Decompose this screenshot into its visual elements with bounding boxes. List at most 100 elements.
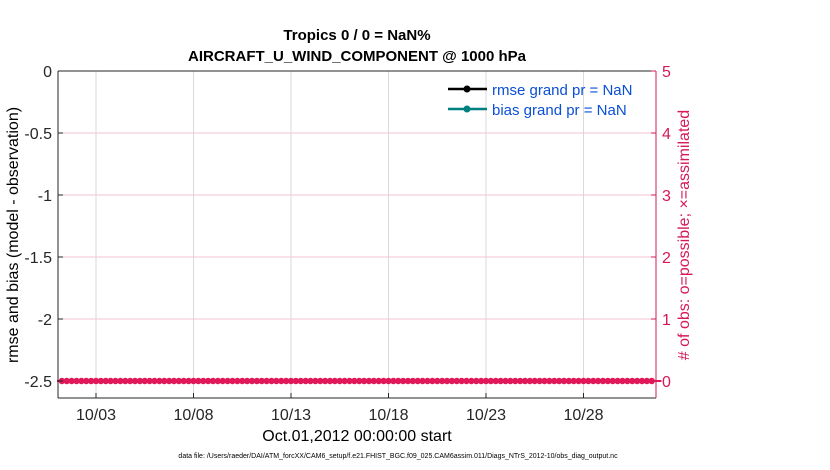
obs-count-marker [175, 377, 183, 385]
obs-count-marker [414, 377, 421, 385]
y-left-tick-label: -2.5 [24, 374, 52, 391]
obs-count-marker [131, 377, 139, 385]
obs-count-marker [531, 377, 538, 385]
obs-count-marker [487, 377, 495, 385]
obs-count-marker [424, 377, 431, 385]
obs-count-marker [136, 377, 144, 385]
obs-count-marker [385, 377, 392, 385]
obs-count-marker [453, 377, 460, 385]
x-tick-label: 10/08 [173, 407, 213, 424]
obs-count-marker [443, 377, 451, 385]
obs-count-marker [185, 377, 192, 385]
obs-count-marker [551, 377, 558, 385]
obs-count-marker [399, 377, 407, 385]
obs-count-marker [112, 377, 119, 385]
legend-bias-label: bias grand pr = NaN [492, 102, 627, 119]
obs-count-marker [63, 377, 70, 385]
obs-count-marker [297, 377, 304, 385]
obs-count-marker [604, 377, 612, 385]
obs-count-marker [614, 377, 621, 385]
obs-count-marker [263, 377, 270, 385]
obs-count-marker [390, 377, 397, 385]
y-right-tick-label: 5 [662, 64, 671, 81]
obs-count-marker [234, 377, 241, 385]
x-tick-label: 10/13 [271, 407, 311, 424]
obs-count-marker [102, 377, 109, 385]
obs-count-marker [555, 377, 563, 385]
obs-count-marker [122, 377, 129, 385]
obs-count-marker [224, 377, 231, 385]
obs-count-marker [214, 377, 222, 385]
obs-count-marker [536, 377, 543, 385]
obs-count-marker [404, 377, 412, 385]
y-axis-right-label: # of obs: o=possible; ×=assimilated [676, 110, 693, 360]
obs-count-marker [268, 377, 275, 385]
obs-count-marker [585, 377, 592, 385]
obs-count-marker [151, 377, 158, 385]
obs-count-marker [146, 377, 153, 385]
obs-count-marker [575, 377, 582, 385]
footer-data-file: data file: /Users/raeder/DAI/ATM_forcXX/… [178, 453, 618, 460]
obs-count-marker [594, 377, 602, 385]
obs-count-marker [458, 377, 465, 385]
legend: rmse grand pr = NaN bias grand pr = NaN [448, 82, 632, 119]
obs-count-marker [375, 377, 382, 385]
obs-count-marker [512, 377, 519, 385]
obs-count-marker [273, 377, 280, 385]
obs-count-marker [609, 377, 616, 385]
y-left-tick-label: -2 [38, 312, 52, 329]
obs-count-marker [302, 377, 309, 385]
y-right-tick-label: 3 [662, 188, 671, 205]
obs-count-marker [180, 377, 187, 385]
obs-count-marker [92, 377, 100, 385]
obs-count-marker [346, 377, 353, 385]
obs-count-marker [365, 377, 373, 385]
obs-count-marker [73, 377, 80, 385]
obs-count-marker [356, 377, 363, 385]
obs-count-marker [87, 377, 95, 385]
obs-count-marker [161, 377, 168, 385]
obs-count-marker [419, 377, 426, 385]
obs-count-marker [629, 377, 636, 385]
obs-count-marker [395, 377, 402, 385]
y-left-tick-label: 0 [43, 64, 52, 81]
obs-count-marker [141, 377, 148, 385]
x-tick-label: 10/18 [368, 407, 408, 424]
obs-count-marker [633, 377, 641, 385]
obs-count-marker [229, 377, 236, 385]
x-axis-label: Oct.01,2012 00:00:00 start [262, 428, 452, 445]
obs-count-marker [78, 377, 85, 385]
obs-count-marker [638, 377, 646, 385]
obs-count-marker [526, 377, 534, 385]
obs-count-marker [546, 377, 553, 385]
x-tick-label: 10/23 [466, 407, 506, 424]
x-tick-label: 10/28 [563, 407, 603, 424]
obs-count-marker [468, 377, 475, 385]
obs-count-marker [497, 377, 504, 385]
obs-count-marker [258, 377, 265, 385]
obs-count-marker [195, 377, 202, 385]
y-right-tick-label: 4 [662, 126, 671, 143]
obs-count-marker [278, 377, 285, 385]
obs-count-marker [317, 377, 324, 385]
plot-data [57, 377, 662, 385]
obs-count-marker [282, 377, 290, 385]
obs-count-marker [287, 377, 295, 385]
obs-count-marker [482, 377, 490, 385]
obs-count-marker [429, 377, 436, 385]
obs-count-marker [117, 377, 124, 385]
obs-count-marker [97, 377, 105, 385]
obs-count-marker [502, 377, 509, 385]
y-left-tick-label: -1.5 [24, 250, 52, 267]
y-right-tick-label: 2 [662, 250, 671, 267]
obs-count-marker [434, 377, 441, 385]
y-right-tick-label: 0 [662, 374, 671, 391]
obs-count-marker [492, 377, 499, 385]
y-left-tick-label: -1 [38, 188, 52, 205]
legend-rmse-marker [463, 85, 471, 93]
obs-count-marker [590, 377, 597, 385]
obs-count-marker [560, 377, 568, 385]
obs-count-marker [619, 377, 626, 385]
obs-count-marker [68, 377, 75, 385]
